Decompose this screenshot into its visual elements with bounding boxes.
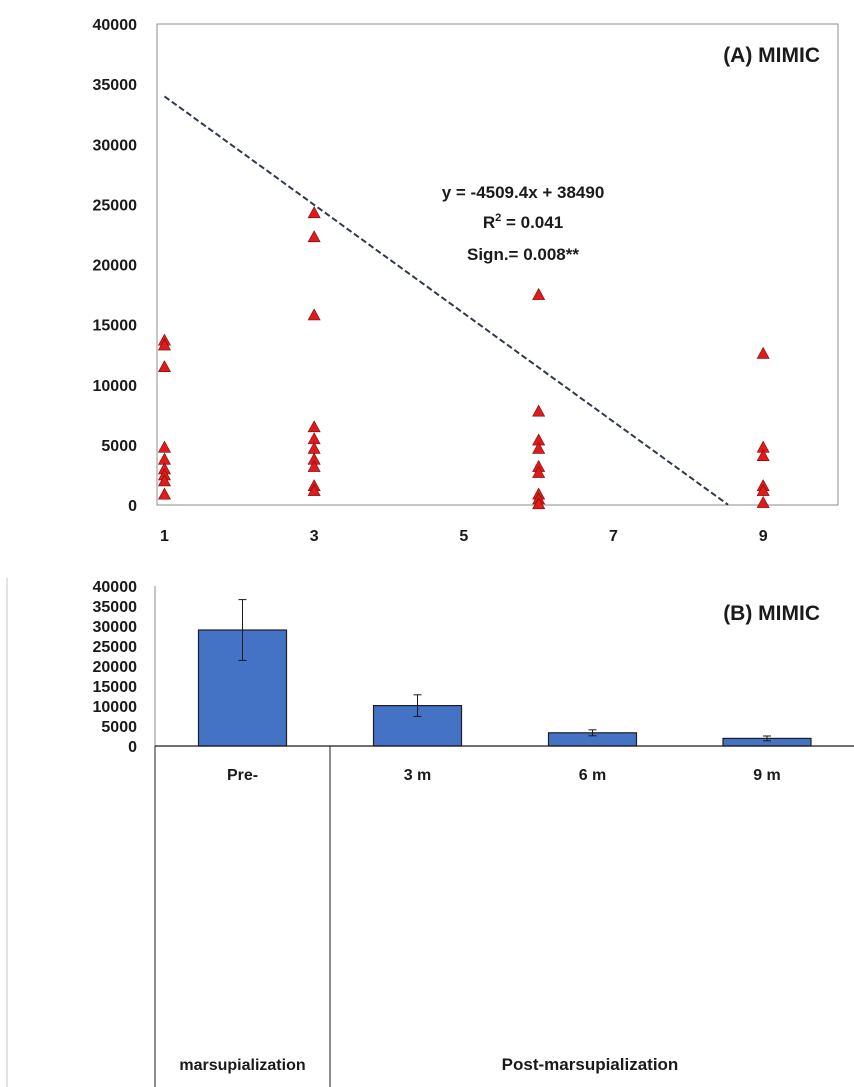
- r2-superscript: 2: [495, 212, 501, 224]
- panel-a-trendline: [163, 95, 729, 506]
- a-point-28: [756, 346, 770, 359]
- a-x-tick-label-0: 1: [160, 528, 169, 545]
- a-point-18: [307, 483, 321, 496]
- a-point-33: [756, 495, 770, 508]
- b-category-label-1: 3 m: [404, 767, 432, 784]
- a-y-tick-label-2: 10000: [93, 378, 138, 395]
- b-category-label-0-line-1: marsupialization: [179, 1057, 305, 1074]
- b-y-tick-label-4: 20000: [93, 659, 138, 676]
- panel-b-title: (B) MIMIC: [723, 602, 820, 625]
- panel-b-category-table: Pre-marsupialization 3 m 6 m 9 m: [154, 745, 854, 1087]
- a-y-tick-label-5: 25000: [93, 197, 138, 214]
- b-y-tick-label-5: 25000: [93, 639, 138, 656]
- b-error-bar-3: [763, 735, 771, 742]
- b-y-tick-label-8: 40000: [93, 579, 138, 596]
- panel-b-group-label: Post-marsupialization: [502, 1055, 679, 1074]
- panel-a-points: [157, 206, 770, 510]
- panel-a-y-axis: 0 5000 10000 15000 20000 25000 30000 35000 40000: [93, 17, 138, 515]
- panel-b-error-bars: [238, 599, 771, 742]
- a-x-tick-label-3: 7: [609, 528, 618, 545]
- b-y-tick-label-7: 35000: [93, 599, 138, 616]
- a-point-1: [157, 338, 171, 351]
- a-point-12: [307, 420, 321, 433]
- a-point-32: [756, 483, 770, 496]
- a-point-16: [307, 459, 321, 472]
- b-y-tick-label-6: 30000: [93, 619, 138, 636]
- a-x-tick-label-1: 3: [310, 528, 319, 545]
- a-point-9: [307, 206, 321, 219]
- b-category-label-2: 6 m: [579, 767, 607, 784]
- b-y-tick-label-2: 10000: [93, 699, 138, 716]
- a-y-tick-label-3: 15000: [93, 318, 138, 335]
- panel-b-y-axis: 0 5000 10000 15000 20000 25000 30000 35000 40000: [93, 579, 138, 756]
- a-y-tick-label-8: 40000: [93, 17, 138, 34]
- a-y-tick-label-1: 5000: [101, 438, 137, 455]
- panel-a-plot-area: [156, 23, 839, 506]
- a-point-8: [157, 487, 171, 500]
- panel-b-bars: [197, 629, 812, 747]
- a-y-tick-label-4: 20000: [93, 258, 138, 275]
- panel-a-r-squared: R2 = 0.041: [483, 212, 563, 232]
- panel-a-scatter: 0 5000 10000 15000 20000 25000 30000 35000 40000…: [93, 17, 839, 545]
- r2-prefix: R: [483, 213, 495, 232]
- a-y-tick-label-6: 30000: [93, 137, 138, 154]
- a-point-20: [532, 404, 546, 417]
- b-error-bar-2: [588, 729, 597, 737]
- b-y-tick-label-0: 0: [128, 739, 137, 756]
- a-x-tick-label-2: 5: [459, 528, 468, 545]
- a-y-tick-label-7: 35000: [93, 77, 138, 94]
- panel-a-title: (A) MIMIC: [723, 44, 820, 67]
- a-point-24: [532, 465, 546, 478]
- a-point-19: [532, 287, 546, 300]
- a-x-tick-label-4: 9: [759, 528, 768, 545]
- panel-a-x-axis: 1 3 5 7 9: [160, 528, 768, 545]
- b-category-label-0-line-0: Pre-: [227, 767, 258, 784]
- a-point-11: [307, 308, 321, 321]
- b-error-bar-0: [238, 599, 247, 661]
- a-point-22: [532, 441, 546, 454]
- a-point-3: [157, 440, 171, 453]
- b-error-bar-1: [413, 694, 422, 717]
- b-y-tick-label-3: 15000: [93, 679, 138, 696]
- panel-a-equation: y = -4509.4x + 38490: [442, 183, 605, 202]
- panel-b-bar-chart: 0 5000 10000 15000 20000 25000 30000 35000 40000…: [6, 578, 854, 1087]
- panel-a-significance: Sign.= 0.008**: [467, 245, 579, 264]
- a-point-7: [157, 474, 171, 487]
- a-point-30: [756, 449, 770, 461]
- b-category-label-3: 9 m: [753, 767, 781, 784]
- a-point-10: [307, 230, 321, 243]
- a-y-tick-label-0: 0: [128, 498, 137, 515]
- r2-value: = 0.041: [501, 213, 563, 232]
- a-point-27: [532, 497, 546, 510]
- b-y-tick-label-1: 5000: [101, 719, 137, 736]
- a-point-2: [157, 360, 171, 373]
